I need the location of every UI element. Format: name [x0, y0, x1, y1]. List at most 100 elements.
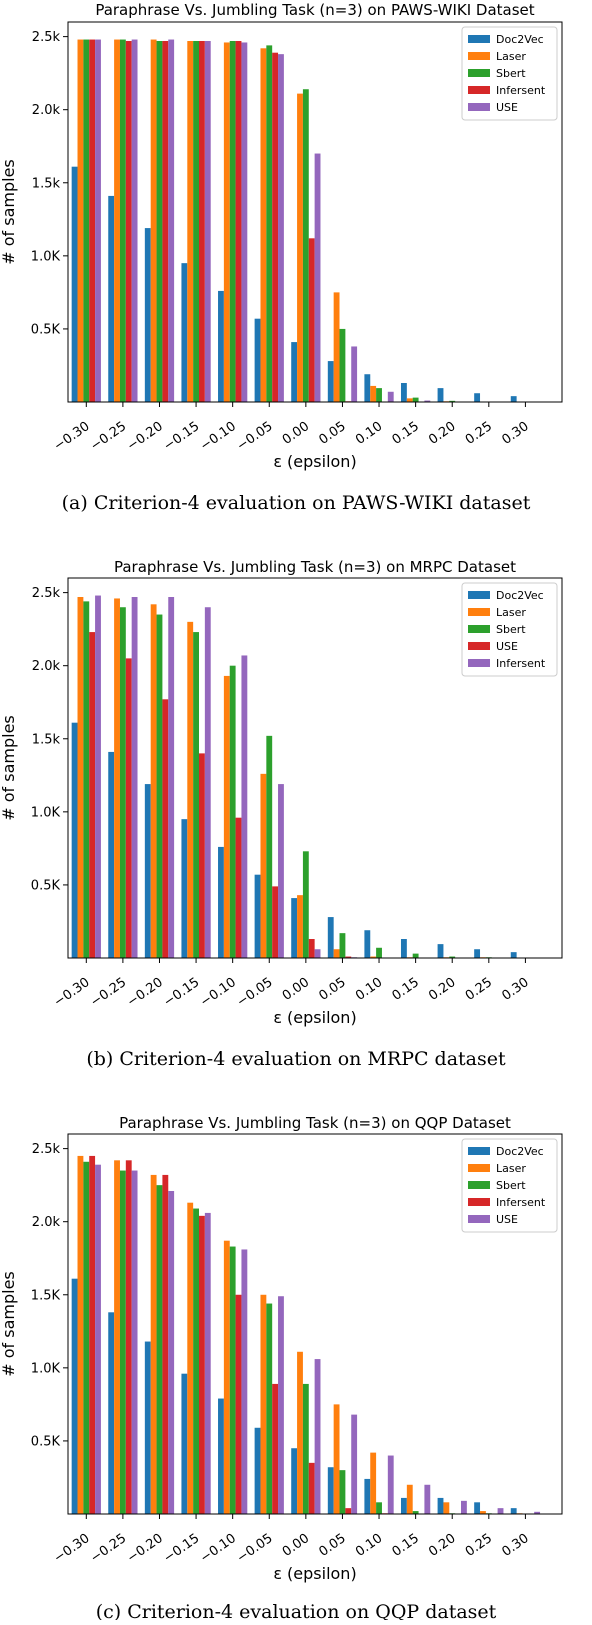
bar	[83, 39, 90, 402]
x-tick-label: 0.10	[353, 1531, 385, 1560]
bar	[364, 930, 371, 958]
y-tick-label: 1.5k	[32, 176, 61, 191]
legend-swatch	[468, 608, 490, 616]
x-tick-label: 0.25	[463, 419, 495, 448]
x-tick-label: −0.15	[161, 419, 202, 454]
bar	[260, 773, 267, 958]
bar	[187, 1202, 194, 1514]
legend-label: Doc2Vec	[496, 1145, 544, 1158]
bar	[480, 1511, 486, 1514]
bar	[339, 1470, 346, 1514]
bar	[278, 1296, 284, 1514]
bar	[193, 632, 199, 958]
bar	[77, 1155, 84, 1514]
x-tick-label: −0.05	[234, 975, 275, 1010]
bar	[241, 1249, 248, 1514]
bar	[89, 1155, 96, 1514]
bar	[327, 917, 334, 958]
chart-panel-2: Paraphrase Vs. Jumbling Task (n=3) on MR…	[0, 558, 563, 1070]
x-tick-label: 0.00	[280, 1531, 312, 1560]
bar	[364, 1478, 371, 1514]
y-tick-label: 0.5K	[31, 1434, 61, 1449]
bar	[308, 1462, 315, 1514]
bar	[254, 874, 261, 958]
bar	[162, 1174, 169, 1514]
bar	[406, 398, 413, 402]
bar	[272, 1383, 279, 1514]
bar	[71, 166, 78, 402]
bar	[412, 953, 419, 958]
bar	[125, 658, 132, 958]
bar	[302, 851, 309, 958]
bar	[254, 318, 261, 402]
bar	[108, 751, 115, 958]
y-axis-label: # of samples	[0, 159, 18, 265]
y-tick-label: 2.5k	[32, 1142, 61, 1157]
bar	[71, 1278, 78, 1514]
plot-frame	[67, 577, 563, 959]
chart-title: Paraphrase Vs. Jumbling Task (n=3) on MR…	[114, 558, 516, 576]
bar	[333, 1404, 340, 1514]
bar	[119, 607, 126, 958]
legend-label: Infersent	[496, 84, 546, 97]
bar	[193, 1208, 199, 1514]
bar	[241, 42, 248, 403]
x-axis-label: ε (epsilon)	[273, 452, 356, 471]
bar	[314, 153, 321, 402]
bar	[114, 1160, 120, 1514]
legend-label: USE	[496, 1213, 518, 1226]
bar	[510, 1508, 517, 1514]
legend-label: Laser	[496, 50, 526, 63]
bar	[449, 400, 456, 402]
x-tick-label: −0.05	[234, 1531, 275, 1566]
bar	[339, 933, 346, 958]
bar	[534, 1511, 541, 1514]
legend-swatch	[468, 69, 490, 77]
legend-label: Laser	[496, 606, 526, 619]
bar	[266, 1303, 273, 1514]
legend-label: Laser	[496, 1162, 526, 1175]
bar	[461, 1500, 467, 1514]
bar	[370, 385, 377, 402]
bar	[125, 41, 132, 402]
bar	[351, 346, 358, 402]
bar	[272, 886, 279, 958]
bar	[308, 238, 315, 402]
y-axis-label: # of samples	[0, 715, 18, 821]
x-tick-label: 0.10	[353, 975, 385, 1004]
bar	[387, 1455, 394, 1514]
bar	[424, 1484, 431, 1514]
legend-swatch	[468, 103, 490, 111]
bar	[266, 735, 273, 958]
legend-label: Sbert	[496, 67, 526, 80]
legend-swatch	[468, 52, 490, 60]
bar	[89, 632, 96, 958]
y-tick-label: 1.5K	[31, 1288, 61, 1303]
bar	[162, 41, 169, 402]
bar	[412, 1511, 419, 1514]
bars	[71, 39, 517, 403]
bar	[131, 39, 138, 402]
x-tick-label: 0.00	[280, 975, 312, 1004]
x-tick-label: 0.00	[280, 419, 312, 448]
bar	[119, 39, 126, 402]
chart-panel-3: Paraphrase Vs. Jumbling Task (n=3) on QQ…	[0, 1114, 563, 1623]
bar	[193, 41, 199, 402]
x-tick-label: 0.20	[426, 1531, 458, 1560]
bar	[223, 1240, 230, 1514]
bar	[400, 1497, 407, 1514]
bar	[314, 949, 321, 958]
bar	[144, 784, 151, 958]
bar	[376, 388, 382, 402]
legend-label: USE	[496, 101, 518, 114]
bar	[260, 48, 267, 403]
bar	[235, 1294, 242, 1514]
bar	[345, 956, 352, 958]
bar	[223, 675, 230, 958]
legend-swatch	[468, 1215, 490, 1223]
bar	[168, 1191, 175, 1514]
bar	[218, 846, 224, 958]
bar	[260, 1294, 267, 1514]
x-tick-label: −0.25	[88, 1531, 129, 1566]
